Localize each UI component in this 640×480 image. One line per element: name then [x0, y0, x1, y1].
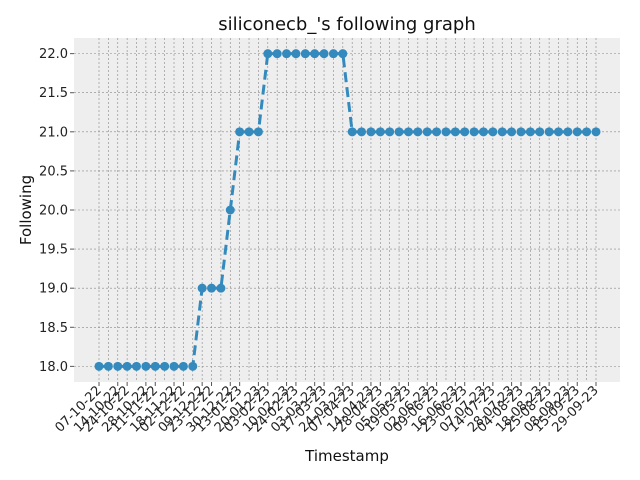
data-point [122, 361, 132, 371]
data-point [591, 127, 601, 137]
data-point [357, 127, 367, 137]
data-point [497, 127, 507, 137]
data-point [553, 127, 563, 137]
data-point [253, 127, 263, 137]
data-point [113, 361, 123, 371]
data-point [141, 361, 151, 371]
y-tick-label: 22.0 [39, 47, 68, 62]
y-tick-label: 19.5 [39, 243, 68, 258]
data-point [488, 127, 498, 137]
y-tick-label: 20.5 [39, 164, 68, 179]
data-point [366, 127, 376, 137]
data-point [132, 361, 142, 371]
y-axis-label: Following [17, 175, 35, 245]
data-point [244, 127, 254, 137]
data-point [178, 361, 188, 371]
data-point [160, 361, 170, 371]
x-axis-label: Timestamp [304, 447, 389, 465]
data-point [197, 283, 207, 293]
data-point [319, 49, 329, 59]
data-point [310, 49, 320, 59]
x-axis-ticks: 07-10-2214-10-2224-10-2228-10-2211-11-22… [52, 382, 602, 436]
chart-title: siliconecb_'s following graph [218, 14, 475, 35]
data-point [469, 127, 479, 137]
data-point [216, 283, 226, 293]
data-point [460, 127, 470, 137]
data-point [450, 127, 460, 137]
y-tick-label: 18.0 [39, 360, 68, 375]
data-point [582, 127, 592, 137]
data-point [169, 361, 179, 371]
data-point [572, 127, 582, 137]
y-tick-label: 19.0 [39, 282, 68, 297]
data-point [375, 127, 385, 137]
data-point [225, 205, 235, 215]
data-point [403, 127, 413, 137]
data-point [413, 127, 423, 137]
y-axis-ticks: 18.0 18.5 19.0 19.5 20.0 20.5 21.0 21.5 22.0 [39, 47, 74, 375]
data-point [507, 127, 517, 137]
data-point [94, 361, 104, 371]
data-point [347, 127, 357, 137]
data-point [338, 49, 348, 59]
series-following [94, 49, 601, 371]
y-tick-label: 20.0 [39, 204, 68, 219]
data-point [478, 127, 488, 137]
data-point [535, 127, 545, 137]
data-point [188, 361, 198, 371]
data-point [291, 49, 301, 59]
data-point [103, 361, 113, 371]
data-point [300, 49, 310, 59]
y-tick-label: 21.0 [39, 125, 68, 140]
data-point [263, 49, 273, 59]
data-point [207, 283, 217, 293]
data-point [525, 127, 535, 137]
data-point [235, 127, 245, 137]
y-tick-label: 21.5 [39, 86, 68, 101]
data-point [422, 127, 432, 137]
data-point [282, 49, 292, 59]
data-point [516, 127, 526, 137]
data-point [328, 49, 338, 59]
data-point [563, 127, 573, 137]
y-tick-label: 18.5 [39, 321, 68, 336]
data-point [441, 127, 451, 137]
data-point [385, 127, 395, 137]
data-point [394, 127, 404, 137]
data-point [150, 361, 160, 371]
data-point [432, 127, 442, 137]
data-point [544, 127, 554, 137]
data-point [272, 49, 282, 59]
grid-lines [74, 38, 620, 382]
